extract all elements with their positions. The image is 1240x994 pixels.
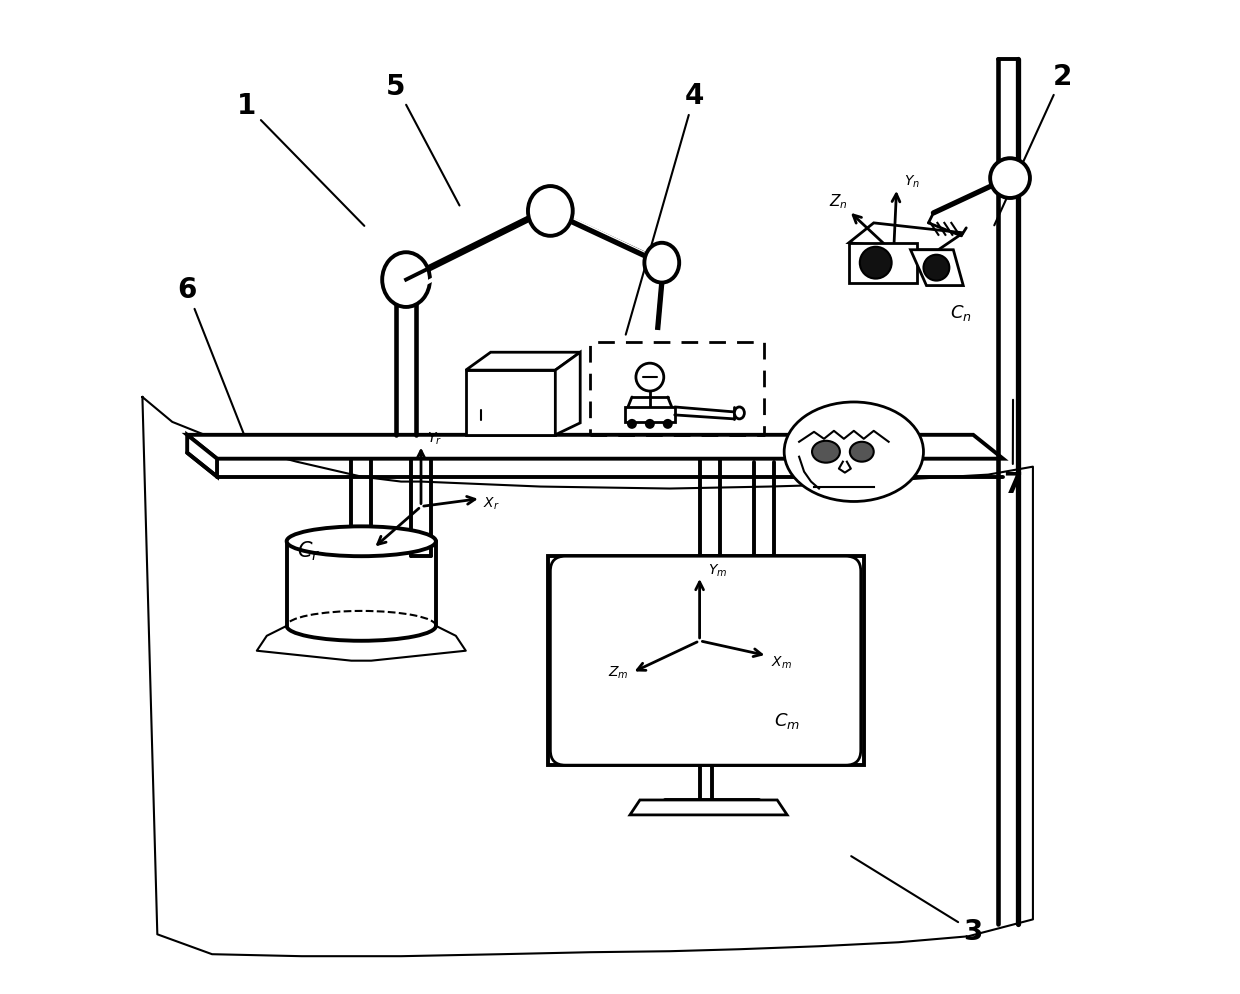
Text: 4: 4 (626, 83, 704, 335)
Ellipse shape (784, 403, 924, 502)
Circle shape (990, 159, 1030, 199)
FancyBboxPatch shape (551, 557, 861, 765)
Text: 6: 6 (177, 276, 246, 439)
Text: $C_r$: $C_r$ (296, 539, 320, 563)
Text: 5: 5 (386, 73, 460, 207)
Text: $Z_m$: $Z_m$ (608, 664, 629, 680)
Ellipse shape (812, 441, 839, 463)
Ellipse shape (528, 187, 573, 237)
Text: 1: 1 (237, 92, 365, 227)
Polygon shape (187, 435, 217, 477)
Polygon shape (466, 371, 556, 435)
Ellipse shape (382, 252, 430, 308)
Text: $X_r$: $X_r$ (482, 495, 500, 511)
Circle shape (924, 255, 950, 281)
Text: $X_m$: $X_m$ (771, 654, 792, 670)
Text: $Z_n$: $Z_n$ (830, 192, 848, 211)
Polygon shape (548, 557, 864, 765)
Text: 7: 7 (1003, 401, 1023, 498)
Circle shape (859, 248, 892, 279)
Text: $Y_r$: $Y_r$ (427, 430, 441, 446)
Circle shape (627, 419, 637, 429)
Text: $C_m$: $C_m$ (774, 711, 800, 731)
Ellipse shape (734, 408, 744, 419)
Circle shape (645, 419, 655, 429)
Text: 2: 2 (994, 63, 1073, 226)
Polygon shape (556, 353, 580, 435)
Polygon shape (187, 435, 1003, 459)
Circle shape (663, 419, 673, 429)
Polygon shape (910, 250, 963, 286)
Text: $Y_m$: $Y_m$ (708, 562, 727, 578)
Polygon shape (466, 353, 580, 371)
Polygon shape (630, 800, 787, 815)
Polygon shape (849, 224, 963, 250)
Circle shape (636, 364, 663, 392)
Bar (625, 408, 675, 422)
Text: $C_n$: $C_n$ (950, 303, 972, 323)
Text: $Y_n$: $Y_n$ (904, 174, 920, 190)
Polygon shape (849, 244, 916, 283)
Ellipse shape (286, 527, 436, 557)
Ellipse shape (849, 442, 874, 462)
Ellipse shape (645, 244, 680, 283)
Text: 3: 3 (851, 856, 982, 945)
